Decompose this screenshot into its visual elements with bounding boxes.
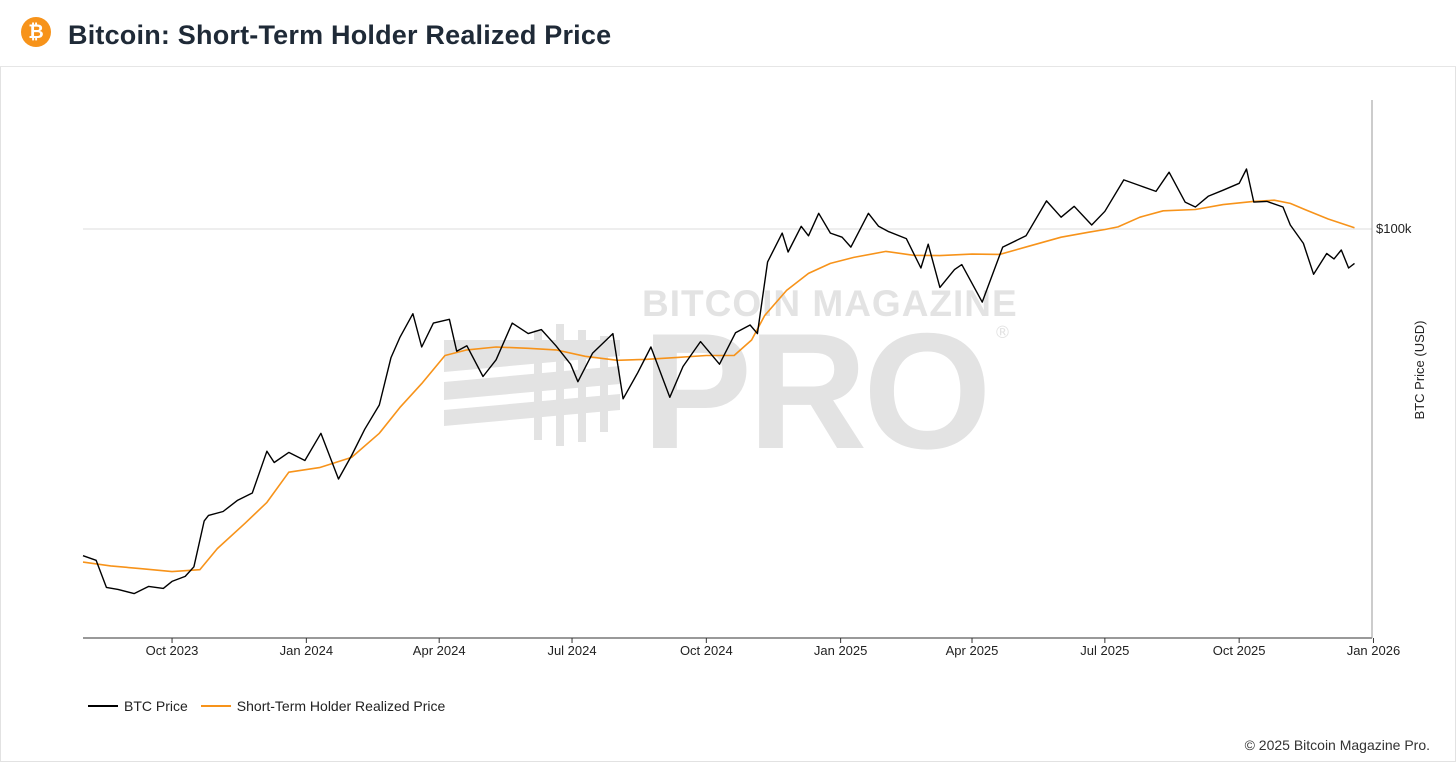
x-tick-label: Jul 2024 — [547, 643, 596, 658]
legend-item-sth-realized-price[interactable]: Short-Term Holder Realized Price — [200, 698, 446, 714]
legend-swatch-btc — [88, 705, 118, 707]
watermark-logo-mark — [444, 324, 620, 446]
legend-swatch-sth — [200, 705, 231, 707]
chart-canvas: BITCOIN MAGAZINE PRO ® $100k Oct 2023 Jan … — [82, 100, 1427, 658]
x-tick-label: Jan 2024 — [280, 643, 334, 658]
x-tick-label: Jul 2025 — [1080, 643, 1129, 658]
legend-label-btc: BTC Price — [124, 698, 188, 714]
series-line-btc-price — [82, 168, 1355, 595]
x-tick-label: Apr 2024 — [413, 643, 466, 658]
x-tick-label: Jan 2026 — [1347, 643, 1401, 658]
y-tick-label: $100k — [1376, 221, 1412, 236]
bitcoin-icon: ₿ — [21, 17, 51, 47]
x-tick-label: Apr 2025 — [946, 643, 999, 658]
y-axis-label: BTC Price (USD) — [1412, 321, 1427, 420]
axes — [83, 100, 1374, 643]
header: ₿ Bitcoin: Short-Term Holder Realized Pr… — [0, 0, 1456, 67]
legend-label-sth: Short-Term Holder Realized Price — [236, 698, 446, 714]
series-line-sth-realized-price — [82, 199, 1355, 573]
watermark-line1: BITCOIN MAGAZINE — [642, 283, 1018, 324]
watermark-mark: ® — [994, 323, 1011, 343]
tick-labels: $100k Oct 2023 Jan 2024 Apr 2024 Jul 2024 Oct… — [146, 221, 1412, 658]
x-tick-label: Oct 2025 — [1213, 643, 1266, 658]
page-title: Bitcoin: Short-Term Holder Realized Pric… — [68, 20, 612, 50]
legend: BTC Price Short-Term Holder Realized Pri… — [88, 698, 458, 714]
x-tick-label: Oct 2024 — [680, 643, 733, 658]
watermark-line2: PRO — [642, 299, 988, 483]
x-tick-label: Jan 2025 — [814, 643, 868, 658]
watermark: BITCOIN MAGAZINE PRO ® — [444, 283, 1018, 483]
series-group — [82, 168, 1355, 595]
legend-item-btc-price[interactable]: BTC Price — [88, 698, 188, 714]
x-tick-label: Oct 2023 — [146, 643, 199, 658]
copyright: © 2025 Bitcoin Magazine Pro. — [1244, 737, 1430, 753]
